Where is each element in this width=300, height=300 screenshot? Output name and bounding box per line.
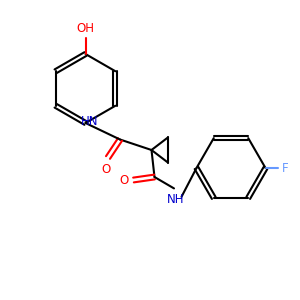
Text: O: O bbox=[120, 173, 129, 187]
Text: O: O bbox=[101, 163, 110, 176]
Text: NH: NH bbox=[167, 193, 184, 206]
Text: F: F bbox=[282, 161, 289, 175]
Text: HN: HN bbox=[80, 115, 98, 128]
Text: OH: OH bbox=[76, 22, 94, 35]
